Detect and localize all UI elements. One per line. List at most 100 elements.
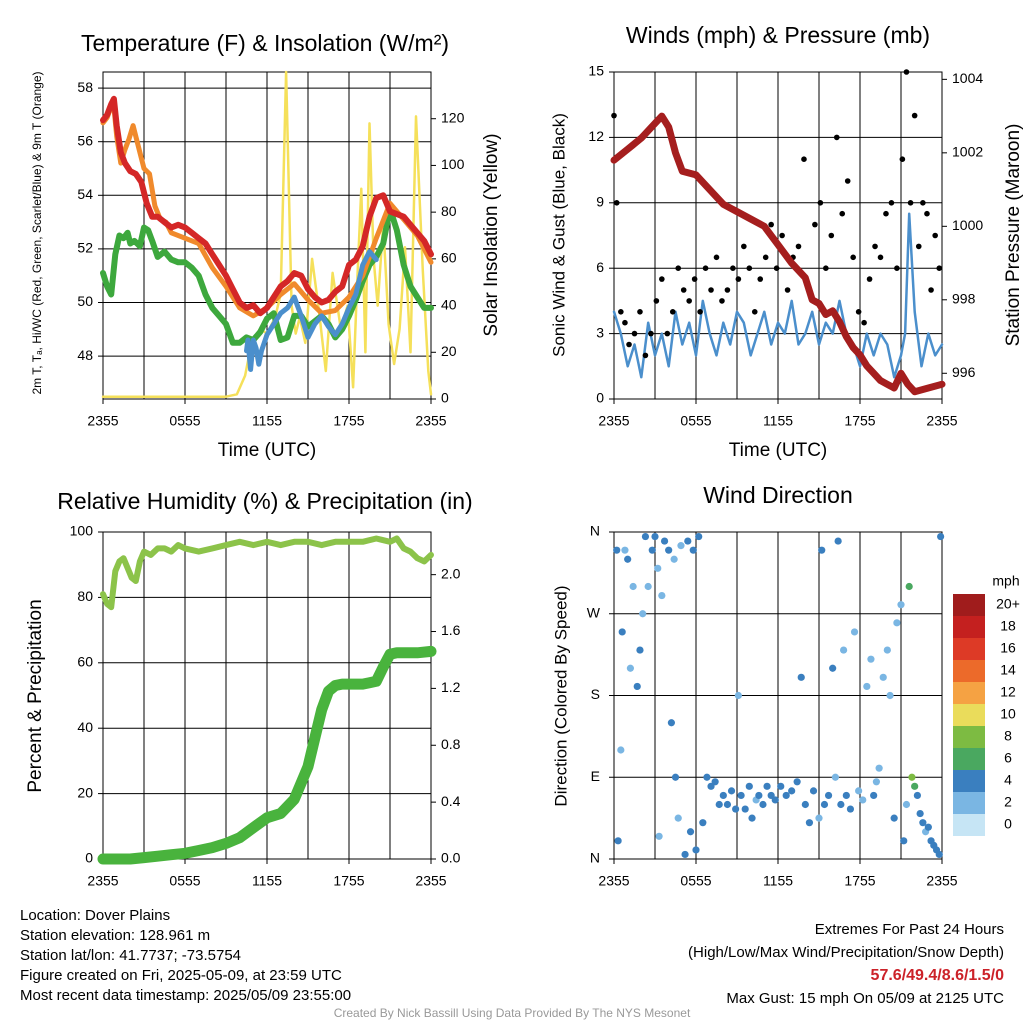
direction-point [748, 814, 756, 822]
direction-point [824, 791, 833, 800]
legend-label: 6 [1004, 750, 1012, 766]
station-info: Location: Dover Plains Station elevation… [20, 906, 351, 1006]
right-axis-title: Solar Insolation (Yellow) [481, 133, 502, 336]
legend-label: 10 [1000, 706, 1016, 722]
legend-swatch [953, 748, 985, 770]
x-axis-title: Time (UTC) [729, 440, 828, 461]
x-tick-label: 1755 [333, 413, 364, 429]
extremes-subtitle: (High/Low/Max Wind/Precipitation/Snow De… [688, 944, 1004, 961]
y-tick-label: 50 [77, 293, 93, 309]
gust-point [907, 200, 914, 206]
gust-point [883, 210, 889, 217]
gust-point [613, 200, 620, 206]
direction-point [654, 564, 662, 572]
direction-point [737, 791, 745, 800]
direction-point [651, 532, 659, 541]
y-tick-label: 9 [596, 194, 604, 210]
y-tick-label: 100 [70, 523, 94, 539]
relative-humidity-line [100, 535, 434, 611]
legend-swatch [953, 660, 985, 682]
y2-tick-label: 120 [441, 109, 465, 125]
right-axis-title: Station Pressure (Maroon) [1003, 124, 1024, 347]
direction-point [665, 546, 673, 554]
gust-point [877, 254, 884, 261]
direction-point [660, 537, 669, 545]
gust-point [669, 309, 676, 315]
gust-point [844, 178, 851, 184]
direction-point [935, 850, 943, 859]
pressure-line [610, 112, 946, 396]
direction-point [890, 814, 898, 822]
precipitation-line [97, 645, 437, 865]
legend-swatch [953, 594, 985, 616]
sonic-wind-line [612, 212, 944, 379]
direction-point [629, 582, 637, 591]
gust-point [741, 243, 747, 250]
windchill-line [244, 249, 379, 372]
y-tick-label: 20 [77, 784, 93, 800]
gust-point [779, 232, 785, 239]
gust-point [762, 254, 769, 261]
gust-point [735, 276, 742, 282]
direction-point [641, 532, 650, 541]
direction-point [863, 682, 871, 691]
gust-point [839, 210, 846, 217]
direction-point [805, 819, 814, 827]
gust-point [801, 156, 807, 162]
x-tick-label: 2355 [598, 413, 629, 429]
gust-point [611, 112, 617, 119]
direction-point [671, 773, 680, 781]
direction-point [617, 746, 625, 754]
direction-point [867, 655, 875, 663]
gust-point [680, 287, 687, 293]
y-tick-label: 60 [77, 654, 93, 670]
x-tick-label: 1155 [763, 873, 793, 889]
x-tick-label: 1155 [763, 413, 793, 429]
direction-point [875, 764, 883, 772]
y2-tick-label: 2.0 [441, 565, 461, 581]
wind-panel-title: Winds (mph) & Pressure (mb) [625, 22, 931, 48]
latlon-text: Station lat/lon: 41.7737; -73.5754 [20, 947, 242, 964]
gust-point [746, 265, 753, 272]
y-tick-label: W [587, 604, 601, 620]
direction-point [624, 555, 632, 563]
gust-point [928, 287, 934, 293]
legend-label: 18 [1000, 618, 1016, 634]
direction-point [846, 805, 855, 813]
y-tick-label: 12 [588, 128, 604, 144]
x-tick-label: 2355 [87, 413, 118, 429]
gust-point [719, 298, 725, 304]
direction-point [734, 691, 742, 700]
y-tick-label: 0 [85, 850, 93, 866]
gust-point [823, 265, 829, 272]
y2-tick-label: 1.2 [441, 679, 461, 695]
gust-point [675, 265, 682, 272]
direction-point [723, 800, 732, 809]
legend-label: 16 [1000, 640, 1016, 656]
gust-point [664, 330, 671, 337]
legend-label: 20+ [996, 596, 1020, 612]
direction-point [715, 800, 723, 809]
y-tick-label: 15 [588, 63, 604, 79]
temperature-line [100, 95, 434, 317]
y2-tick-label: 80 [441, 203, 457, 219]
extremes-box: Extremes For Past 24 Hours (High/Low/Max… [688, 918, 1004, 1010]
x-tick-label: 1155 [252, 413, 282, 429]
direction-point [684, 537, 692, 545]
direction-point [840, 646, 848, 654]
direction-point [658, 591, 666, 600]
gust-point [631, 330, 638, 337]
y2-tick-label: 996 [952, 364, 976, 380]
direction-point [905, 582, 913, 591]
legend-title: mph [992, 573, 1019, 589]
gust-point [828, 232, 835, 239]
x-tick-label: 1755 [333, 873, 364, 889]
direction-point [870, 791, 878, 800]
direction-point [924, 823, 932, 831]
x-tick-label: 0555 [680, 873, 711, 889]
gust-point [924, 210, 930, 217]
direction-point [834, 537, 842, 545]
direction-point [689, 546, 697, 554]
y2-tick-label: 20 [441, 343, 457, 359]
gust-point [697, 309, 703, 315]
